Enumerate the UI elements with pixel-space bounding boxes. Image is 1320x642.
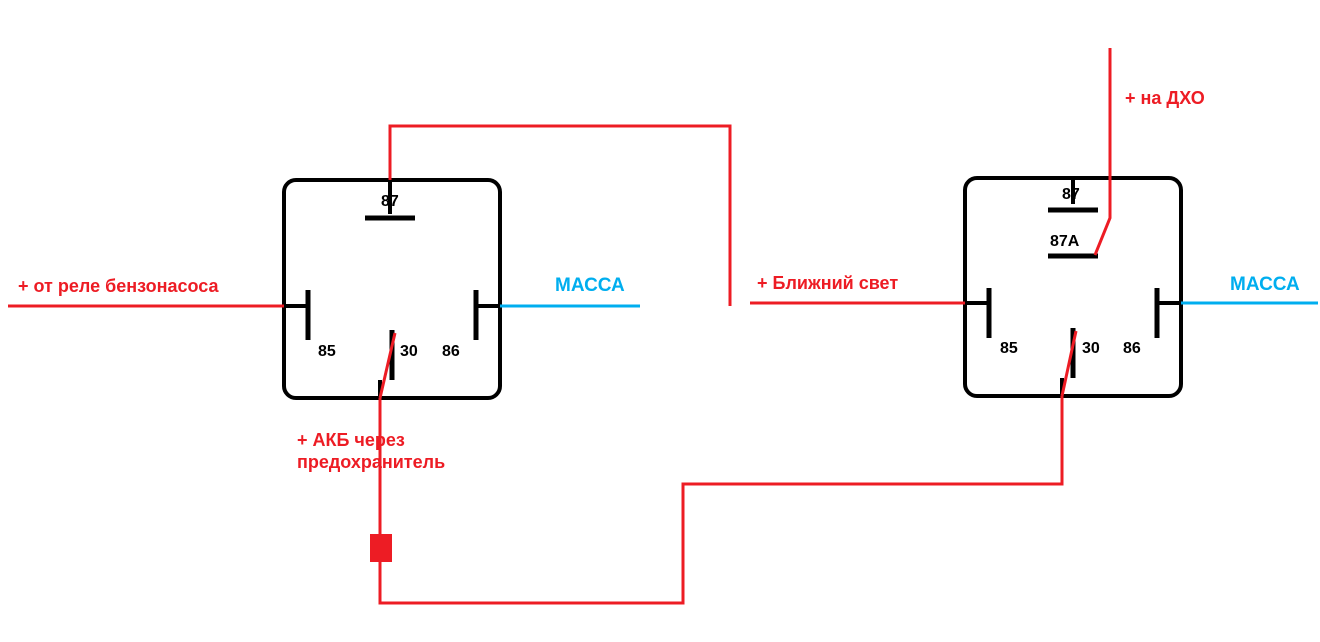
wire-drl [1095, 48, 1110, 255]
label-fuel-pump: + от реле бензонасоса [18, 276, 218, 297]
fuse-icon [370, 534, 392, 562]
label-ground-2: МАССА [1230, 274, 1300, 296]
relay1-pin-label-87: 87 [381, 193, 399, 211]
relay2-pin-label-30: 30 [1082, 340, 1100, 358]
label-ground-1: МАССА [555, 275, 625, 297]
label-battery-2: предохранитель [297, 452, 445, 473]
relay2-pin-label-87a: 87A [1050, 233, 1079, 251]
label-battery-1: + АКБ через [297, 430, 405, 451]
relay1-pin-label-85: 85 [318, 343, 336, 361]
wire-30-to-relay2 [380, 396, 1062, 603]
relay1-pin-label-30: 30 [400, 343, 418, 361]
label-drl: + на ДХО [1125, 88, 1205, 109]
relay2-pin-label-86: 86 [1123, 340, 1141, 358]
relay2-pin-label-87: 87 [1062, 186, 1080, 204]
label-low-beam: + Ближний свет [757, 273, 898, 294]
relay1-pin-label-86: 86 [442, 343, 460, 361]
relay2-pin-label-85: 85 [1000, 340, 1018, 358]
